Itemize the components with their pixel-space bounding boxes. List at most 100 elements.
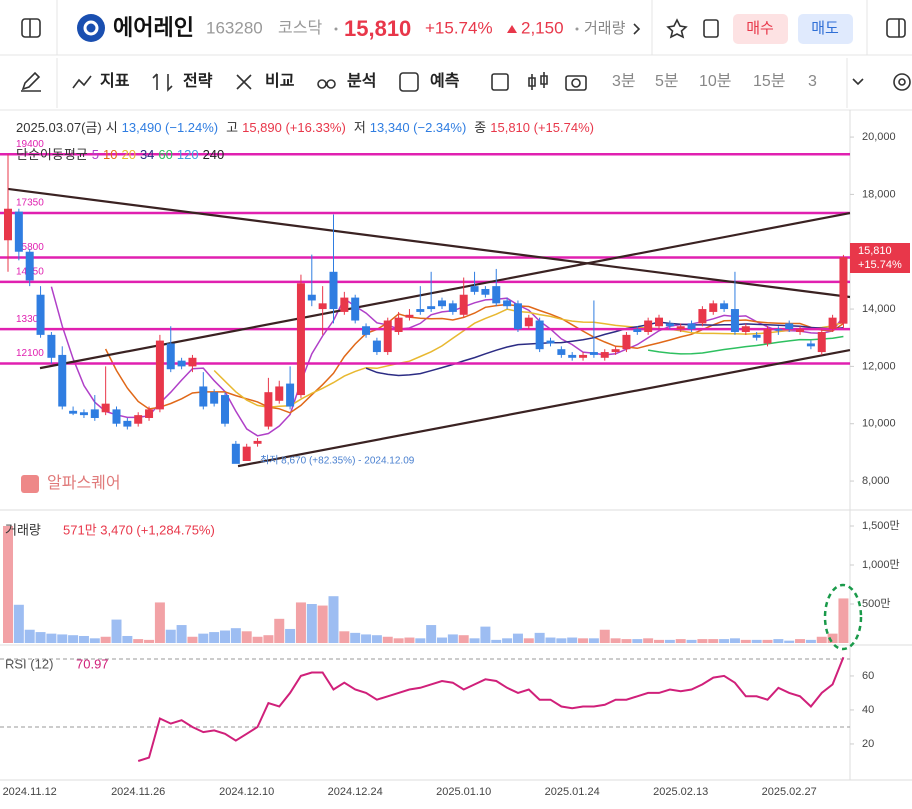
y-tick-label: 12,000 xyxy=(862,360,896,372)
buy-label[interactable]: 매수 xyxy=(746,20,774,37)
interval[interactable]: 3 xyxy=(808,73,817,90)
volume-bar xyxy=(371,635,382,643)
x-tick-label: 2025.01.10 xyxy=(436,786,491,798)
candle-icon[interactable] xyxy=(528,72,548,90)
buy-button[interactable] xyxy=(733,14,788,44)
analysis-icon xyxy=(317,79,327,89)
candle-body xyxy=(296,283,305,396)
candle-body xyxy=(535,320,544,350)
ma-legend: 단순이동평균 5 10 20 34 60 120 240 xyxy=(16,147,224,162)
candle-body xyxy=(394,317,403,332)
moving-average xyxy=(213,308,844,408)
candle-body xyxy=(4,208,12,241)
highlight-ellipse xyxy=(823,583,863,651)
volume-bar xyxy=(545,637,556,643)
toolbar-item[interactable]: 예측 xyxy=(430,72,460,90)
info-value: 15,890 (+16.33%) xyxy=(242,120,346,135)
camera-lens xyxy=(571,78,581,88)
volume-bar xyxy=(328,596,339,643)
volume-bar xyxy=(599,629,610,643)
volume-tick-label: 500만 xyxy=(862,597,890,610)
candle-body xyxy=(687,323,696,330)
camera-icon[interactable] xyxy=(565,75,587,91)
level-label: 17350 xyxy=(16,198,44,209)
candle-body xyxy=(470,286,479,292)
price-tag xyxy=(850,243,910,273)
candle-body xyxy=(481,288,490,295)
volume-bar xyxy=(285,628,296,643)
volume-bar xyxy=(523,638,534,643)
volume-bar xyxy=(111,619,122,643)
draw-icon[interactable] xyxy=(21,71,41,92)
volume-link[interactable]: 거래량 xyxy=(584,20,626,37)
volume-bar xyxy=(643,638,654,643)
candle-body xyxy=(557,349,566,355)
candle-body xyxy=(622,334,631,350)
candle-body xyxy=(221,395,229,424)
volume-bar xyxy=(68,635,79,643)
candle-body xyxy=(524,317,533,327)
logo-mark xyxy=(83,20,99,36)
memo-icon[interactable] xyxy=(703,19,719,38)
trendline xyxy=(237,348,851,468)
volume-bar xyxy=(241,631,252,643)
price: 15,810 xyxy=(344,16,411,41)
checkbox[interactable] xyxy=(491,73,509,91)
favorite-icon[interactable] xyxy=(666,18,688,39)
interval[interactable]: 5분 xyxy=(655,73,679,90)
candle-body xyxy=(362,326,371,335)
volume-bar xyxy=(729,638,740,643)
panel-icon[interactable] xyxy=(886,18,906,38)
ma-legend-period: 120 xyxy=(177,147,199,162)
settings-icon-center xyxy=(898,78,906,86)
volume-bar xyxy=(827,633,838,643)
volume-tick-label: 1,500만 xyxy=(862,519,900,532)
candle-body xyxy=(210,392,219,404)
toolbar-item[interactable]: 지표 xyxy=(100,72,130,90)
volume-bar xyxy=(46,633,57,643)
strategy-icon xyxy=(152,73,173,92)
candle-body xyxy=(579,354,588,358)
sidebar-icon[interactable] xyxy=(21,18,41,38)
candle-body xyxy=(231,443,240,464)
volume-bar xyxy=(176,625,187,643)
candle-body xyxy=(155,340,164,410)
volume-bar xyxy=(350,632,361,643)
volume-bar xyxy=(13,604,24,643)
sell-button[interactable] xyxy=(798,14,853,44)
candle-body xyxy=(58,354,67,407)
volume-bar xyxy=(3,525,13,643)
volume-bar xyxy=(458,635,469,643)
y-tick-label: 10,000 xyxy=(862,418,896,430)
volume-bar xyxy=(740,639,751,643)
candle-body xyxy=(774,329,783,331)
candle-body xyxy=(633,329,642,332)
volume-bar xyxy=(78,635,89,643)
dropdown-chevron[interactable] xyxy=(852,78,864,86)
volume-bar xyxy=(686,639,697,643)
volume-bar xyxy=(773,639,784,643)
volume-bar xyxy=(404,637,415,643)
volume-bar xyxy=(393,638,404,643)
watermark-logo xyxy=(21,475,39,493)
candle-body xyxy=(665,323,674,327)
candle-body xyxy=(351,297,360,321)
sell-label[interactable]: 매도 xyxy=(811,20,839,37)
info-value: 13,340 (−2.34%) xyxy=(370,120,466,135)
candle-body xyxy=(275,386,284,401)
settings-icon[interactable] xyxy=(893,73,911,91)
interval[interactable]: 3분 xyxy=(612,73,636,90)
x-tick-label: 2024.11.12 xyxy=(3,786,57,798)
volume-bar xyxy=(122,635,133,643)
toolbar-item[interactable]: 분석 xyxy=(347,72,376,90)
candle-body xyxy=(752,334,761,338)
candle-body xyxy=(372,340,381,353)
volume-bar xyxy=(610,638,621,643)
candle-body xyxy=(589,352,598,355)
candle-body xyxy=(676,326,685,330)
interval[interactable]: 10분 xyxy=(699,73,732,90)
interval[interactable]: 15분 xyxy=(753,73,786,90)
toolbar-item[interactable]: 전략 xyxy=(183,71,213,90)
candle-body xyxy=(600,352,609,358)
toolbar-item[interactable]: 비교 xyxy=(265,72,295,90)
